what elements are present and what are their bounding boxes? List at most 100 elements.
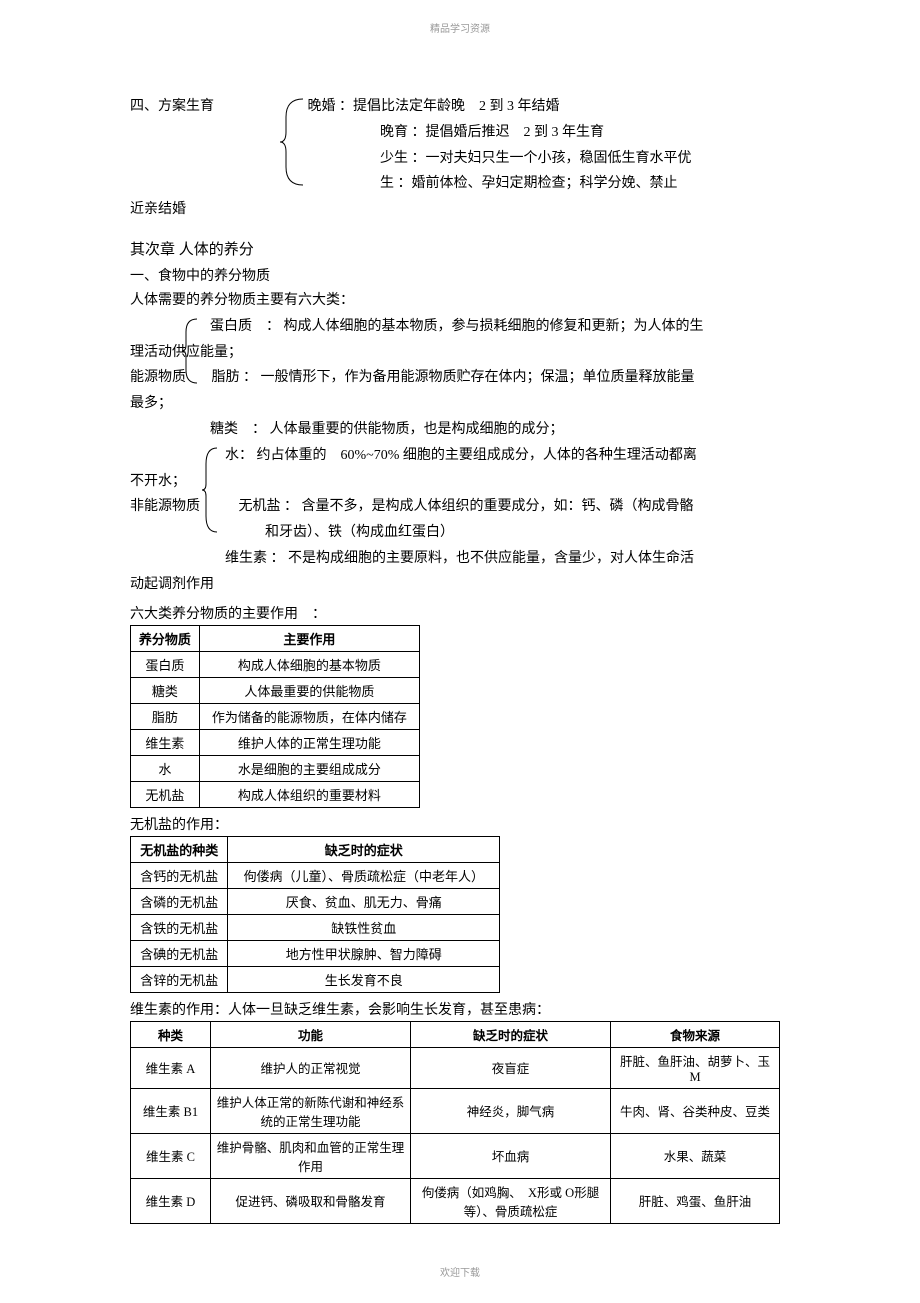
table-row: 蛋白质构成人体细胞的基本物质: [131, 651, 420, 677]
sub1-title: 一、食物中的养分物质: [130, 265, 790, 285]
table-row: 糖类人体最重要的供能物质: [131, 677, 420, 703]
table-cell: 缺铁性贫血: [228, 914, 500, 940]
chapter2-title: 其次章 人体的养分: [130, 238, 790, 259]
water-tail: 不开水；: [130, 470, 790, 494]
table-cell: 维生素 B1: [131, 1088, 211, 1133]
vitamin-tail: 动起调剂作用: [130, 573, 790, 597]
vitamin-label: 维生素 ：: [130, 551, 285, 566]
section4-item0: 晚婚 ：提倡比法定年龄晚 2 到 3 年结婚: [218, 99, 560, 114]
table-cell: 水果、蔬菜: [611, 1133, 780, 1178]
table-cell: 神经炎，脚气病: [411, 1088, 611, 1133]
table-row: 脂肪作为储备的能源物质，在体内储存: [131, 703, 420, 729]
table-cell: 佝偻病（如鸡胸、 X形或 O形腿等）、骨质疏松症: [411, 1178, 611, 1223]
table-cell: 维护骨骼、肌肉和血管的正常生理作用: [211, 1133, 411, 1178]
table-cell: 厌食、贫血、肌无力、骨痛: [228, 888, 500, 914]
table-row: 含铁的无机盐缺铁性贫血: [131, 914, 500, 940]
table-cell: 维护人体正常的新陈代谢和神经系统的正常生理功能: [211, 1088, 411, 1133]
table-header: 功能: [211, 1021, 411, 1047]
table-cell: 促进钙、磷吸取和骨骼发育: [211, 1178, 411, 1223]
table-cell: 牛肉、肾、谷类种皮、豆类: [611, 1088, 780, 1133]
table-row: 含钙的无机盐佝偻病（儿童）、骨质疏松症（中老年人）: [131, 862, 500, 888]
table-cell: 水是细胞的主要组成成分: [199, 755, 419, 781]
table-cell: 维生素: [131, 729, 200, 755]
table-row: 含磷的无机盐厌食、贫血、肌无力、骨痛: [131, 888, 500, 914]
table-cell: 含钙的无机盐: [131, 862, 228, 888]
fat-line: 能源物质 脂肪 ： 一般情形下，作为备用能源物质贮存在体内；保温；单位质量释放能…: [130, 366, 790, 390]
vitamin-text: 不是构成细胞的主要原料，也不供应能量，含量少，对人体生命活: [288, 551, 694, 566]
fat-label: 脂肪 ：: [190, 370, 258, 385]
water-line: 水： 约占体重的 60%~70% 细胞的主要组成成分，人体的各种生理活动都离: [130, 444, 790, 468]
table-cell: 生长发育不良: [228, 966, 500, 992]
mineral-label: 无机盐 ：: [204, 499, 299, 514]
table-cell: 脂肪: [131, 703, 200, 729]
section4-item3: 生 ：婚前体检、孕妇定期检查；科学分娩、禁止: [130, 172, 790, 196]
protein-tail: 理活动供应能量；: [130, 341, 790, 365]
mineral-text: 含量不多，是构成人体组织的重要成分，如：钙、磷（构成骨骼: [302, 499, 694, 514]
table2-title: 无机盐的作用：: [130, 814, 790, 834]
table-cell: 维生素 D: [131, 1178, 211, 1223]
water-label: 水：: [130, 448, 253, 463]
mineral-tail: 和牙齿）、铁（构成血红蛋白）: [130, 521, 790, 545]
table-header: 缺乏时的症状: [228, 836, 500, 862]
section4-item1: 晚育 ：提倡婚后推迟 2 到 3 年生育: [130, 121, 790, 145]
table-cell: 含铁的无机盐: [131, 914, 228, 940]
table-row: 无机盐构成人体组织的重要材料: [131, 781, 420, 807]
nonenergy-label: 非能源物质: [130, 499, 200, 514]
table-cell: 蛋白质: [131, 651, 200, 677]
fat-text: 一般情形下，作为备用能源物质贮存在体内；保温；单位质量释放能量: [261, 370, 695, 385]
table-cell: 维护人体的正常生理功能: [199, 729, 419, 755]
table-header: 主要作用: [199, 625, 419, 651]
minerals-table: 无机盐的种类 缺乏时的症状 含钙的无机盐佝偻病（儿童）、骨质疏松症（中老年人） …: [130, 836, 500, 993]
protein-line: 蛋白质 ： 构成人体细胞的基本物质，参与损耗细胞的修复和更新；为人体的生: [130, 315, 790, 339]
sugar-text: 人体最重要的供能物质，也是构成细胞的成分；: [270, 422, 564, 437]
table-cell: 糖类: [131, 677, 200, 703]
table-header: 缺乏时的症状: [411, 1021, 611, 1047]
protein-text: 构成人体细胞的基本物质，参与损耗细胞的修复和更新；为人体的生: [284, 319, 704, 334]
table1-title: 六大类养分物质的主要作用 ：: [130, 603, 790, 623]
vitamins-table: 种类 功能 缺乏时的症状 食物来源 维生素 A 维护人的正常视觉 夜盲症 肝脏、…: [130, 1021, 780, 1224]
section4-title-line: 四、方案生育 晚婚 ：提倡比法定年龄晚 2 到 3 年结婚: [130, 95, 790, 119]
table-header: 养分物质: [131, 625, 200, 651]
section4-tail: 近亲结婚: [130, 198, 790, 222]
table-row: 维生素 A 维护人的正常视觉 夜盲症 肝脏、鱼肝油、胡萝卜、玉 M: [131, 1047, 780, 1088]
table-cell: 作为储备的能源物质，在体内储存: [199, 703, 419, 729]
table-header-row: 种类 功能 缺乏时的症状 食物来源: [131, 1021, 780, 1047]
table3-title: 维生素的作用：人体一旦缺乏维生素，会影响生长发育，甚至患病：: [130, 999, 790, 1019]
section4-title: 四、方案生育: [130, 99, 214, 114]
document-content: 四、方案生育 晚婚 ：提倡比法定年龄晚 2 到 3 年结婚 晚育 ：提倡婚后推迟…: [0, 95, 920, 1224]
table-cell: 水: [131, 755, 200, 781]
table-row: 含锌的无机盐生长发育不良: [131, 966, 500, 992]
table-cell: 夜盲症: [411, 1047, 611, 1088]
energy-label: 能源物质: [130, 370, 186, 385]
table-cell: 无机盐: [131, 781, 200, 807]
table-row: 维生素 C 维护骨骼、肌肉和血管的正常生理作用 坏血病 水果、蔬菜: [131, 1133, 780, 1178]
vitamin-line: 维生素 ： 不是构成细胞的主要原料，也不供应能量，含量少，对人体生命活: [130, 547, 790, 571]
sugar-line: 糖类 ： 人体最重要的供能物质，也是构成细胞的成分；: [130, 418, 790, 442]
table-cell: 人体最重要的供能物质: [199, 677, 419, 703]
table-cell: 构成人体组织的重要材料: [199, 781, 419, 807]
table-header-row: 无机盐的种类 缺乏时的症状: [131, 836, 500, 862]
table-cell: 含锌的无机盐: [131, 966, 228, 992]
table-cell: 坏血病: [411, 1133, 611, 1178]
table-cell: 构成人体细胞的基本物质: [199, 651, 419, 677]
table-header-row: 养分物质 主要作用: [131, 625, 420, 651]
table-cell: 地方性甲状腺肿、智力障碍: [228, 940, 500, 966]
table-cell: 含碘的无机盐: [131, 940, 228, 966]
nutrients-section: 蛋白质 ： 构成人体细胞的基本物质，参与损耗细胞的修复和更新；为人体的生 理活动…: [130, 315, 790, 442]
table-row: 含碘的无机盐地方性甲状腺肿、智力障碍: [131, 940, 500, 966]
table-cell: 含磷的无机盐: [131, 888, 228, 914]
table-cell: 肝脏、鸡蛋、鱼肝油: [611, 1178, 780, 1223]
sugar-label: 糖类 ：: [130, 422, 266, 437]
water-text: 约占体重的 60%~70% 细胞的主要组成成分，人体的各种生理活动都离: [257, 448, 697, 463]
page-header: 精品学习资源: [0, 20, 920, 35]
sub1-intro: 人体需要的养分物质主要有六大类：: [130, 289, 790, 313]
page-footer: 欢迎下载: [0, 1264, 920, 1279]
table-header: 无机盐的种类: [131, 836, 228, 862]
table-header: 种类: [131, 1021, 211, 1047]
protein-label: 蛋白质 ：: [130, 319, 280, 334]
mineral-line: 非能源物质 无机盐 ： 含量不多，是构成人体组织的重要成分，如：钙、磷（构成骨骼: [130, 495, 790, 519]
table-row: 水水是细胞的主要组成成分: [131, 755, 420, 781]
section4-item2: 少生 ：一对夫妇只生一个小孩，稳固低生育水平优: [130, 147, 790, 171]
table-header: 食物来源: [611, 1021, 780, 1047]
table-cell: 维生素 A: [131, 1047, 211, 1088]
